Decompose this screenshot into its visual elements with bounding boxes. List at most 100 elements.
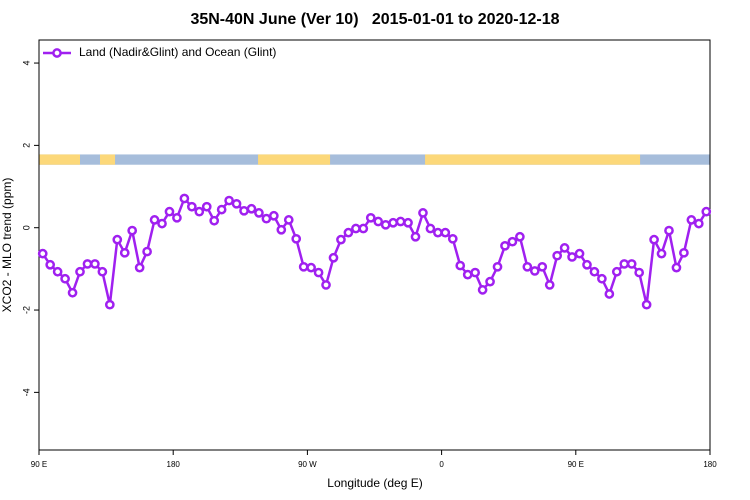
data-point (283, 215, 294, 225)
data-point (104, 299, 115, 310)
land-band (99, 154, 116, 165)
data-point (60, 273, 70, 284)
data-point (75, 266, 85, 277)
data-point (679, 247, 689, 258)
data-point (649, 234, 659, 245)
data-point (455, 260, 466, 271)
data-point (477, 285, 488, 295)
data-point (641, 299, 652, 310)
data-point (82, 259, 93, 269)
data-point (239, 205, 249, 216)
x-tick-label: 180 (703, 460, 717, 469)
data-point (373, 216, 384, 227)
data-point (224, 195, 234, 206)
data-point (440, 227, 451, 238)
data-point (656, 248, 667, 259)
data-point (358, 223, 369, 234)
data-point (142, 246, 152, 257)
data-point (403, 217, 413, 228)
data-point (186, 201, 197, 212)
data-point (269, 210, 279, 221)
data-point (597, 273, 607, 284)
legend-label: Land (Nadir&Glint) and Ocean (Glint) (79, 45, 276, 59)
data-point (485, 276, 495, 287)
data-point (537, 261, 548, 272)
legend-marker (52, 48, 62, 58)
data-point (693, 218, 704, 229)
data-point (37, 248, 48, 259)
x-axis-label: Longitude (deg E) (327, 476, 422, 490)
data-point (500, 240, 510, 251)
y-tick-label: 4 (21, 61, 31, 66)
data-point (425, 223, 436, 234)
x-tick-label: 90 E (568, 460, 584, 469)
data-point (552, 250, 563, 261)
data-point (201, 201, 212, 212)
data-point (380, 219, 391, 230)
data-point (306, 262, 316, 273)
data-point (261, 213, 272, 224)
land-band (39, 154, 81, 165)
data-point (343, 227, 354, 238)
data-point (664, 225, 674, 236)
data-point (529, 266, 540, 276)
x-tick-label: 180 (167, 460, 181, 469)
data-point (634, 267, 645, 278)
data-point (365, 212, 376, 223)
y-tick-label: -4 (21, 388, 31, 396)
data-point (276, 224, 287, 235)
data-point (246, 203, 257, 214)
data-point (291, 233, 302, 244)
data-point (67, 287, 78, 298)
data-point (507, 236, 518, 247)
data-point (172, 212, 182, 223)
land-band (425, 154, 641, 165)
x-tick-label: 90 W (298, 460, 317, 469)
data-point (671, 262, 682, 273)
data-point (149, 215, 160, 225)
data-point (216, 204, 227, 215)
data-point (410, 231, 421, 242)
data-point (589, 266, 600, 277)
data-point (321, 280, 331, 290)
plot-frame (38, 39, 711, 451)
data-point (574, 248, 585, 259)
data-point (157, 218, 167, 229)
data-point (567, 252, 577, 262)
data-point (119, 247, 130, 258)
data-point (388, 217, 398, 228)
data-point (97, 266, 108, 277)
data-point (447, 233, 458, 244)
data-point (470, 267, 480, 278)
chart-title: 35N-40N June (Ver 10) 2015-01-01 to 2020… (190, 11, 559, 28)
y-axis-label: XCO2 - MLO trend (ppm) (0, 178, 14, 313)
data-point (515, 231, 525, 242)
data-point (336, 234, 346, 245)
data-point (209, 215, 220, 226)
data-point (179, 193, 190, 204)
data-point (45, 259, 56, 270)
data-point (395, 216, 406, 227)
data-point (701, 206, 712, 217)
data-point (112, 234, 123, 245)
data-point (351, 223, 361, 234)
data-point (611, 266, 622, 277)
x-tick-label: 90 E (31, 460, 47, 469)
data-point (559, 243, 570, 253)
y-tick-label: 2 (21, 143, 31, 148)
data-point (522, 261, 533, 272)
data-point (462, 269, 473, 280)
x-tick-label: 0 (439, 460, 444, 469)
data-point (626, 259, 637, 269)
data-point (686, 215, 697, 225)
data-point (492, 261, 503, 272)
data-point (194, 206, 205, 217)
data-point (313, 267, 324, 278)
data-point (418, 208, 428, 218)
data-point (90, 259, 100, 269)
data-point (604, 289, 615, 299)
data-point (231, 198, 242, 209)
data-point (544, 280, 555, 290)
y-tick-label: 0 (21, 225, 31, 230)
